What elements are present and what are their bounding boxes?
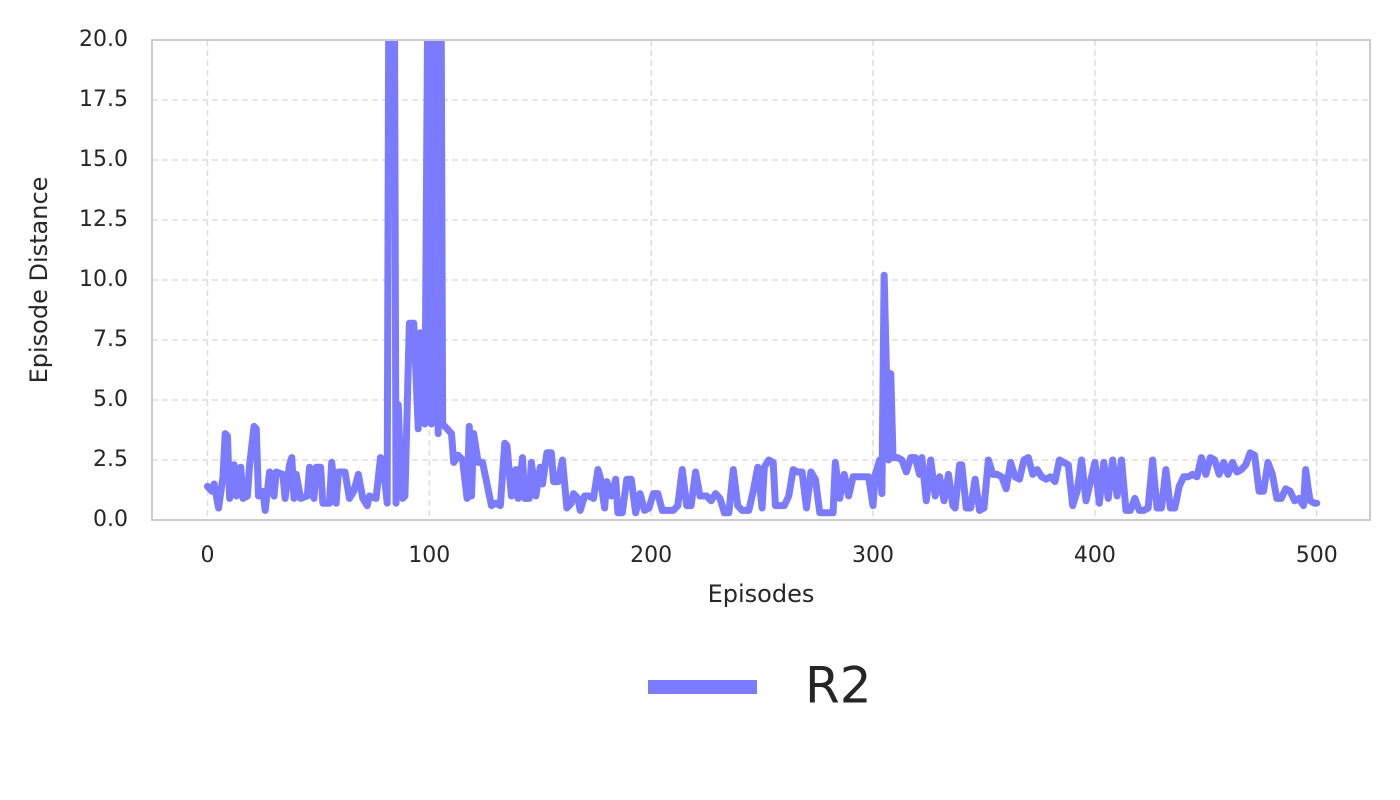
x-tick-label: 400 xyxy=(1074,543,1116,568)
y-tick-label: 0.0 xyxy=(93,507,128,532)
y-tick-label: 17.5 xyxy=(79,87,128,112)
plot-frame xyxy=(151,39,1371,521)
x-tick-label: 500 xyxy=(1296,543,1338,568)
y-tick-label: 5.0 xyxy=(93,387,128,412)
x-tick-label: 0 xyxy=(200,543,214,568)
legend-label: R2 xyxy=(805,657,872,715)
x-tick-label: 100 xyxy=(408,543,450,568)
plot-area xyxy=(203,40,1321,517)
data-line xyxy=(203,40,1321,517)
labels: 0.0 2.5 5.0 7.5 10.0 12.5 15.0 17.5 20.0 0 100 200 3… xyxy=(79,27,1338,715)
y-tick-label: 2.5 xyxy=(93,447,128,472)
y-axis-label: Episode Distance xyxy=(25,177,53,384)
y-tick-label: 12.5 xyxy=(79,207,128,232)
y-tick-label: 7.5 xyxy=(93,327,128,352)
y-tick-label: 15.0 xyxy=(79,147,128,172)
x-tick-label: 200 xyxy=(630,543,672,568)
y-tick-label: 10.0 xyxy=(79,267,128,292)
y-tick-label: 20.0 xyxy=(79,27,128,52)
x-axis-label: Episodes xyxy=(708,580,815,608)
x-tick-label: 300 xyxy=(852,543,894,568)
